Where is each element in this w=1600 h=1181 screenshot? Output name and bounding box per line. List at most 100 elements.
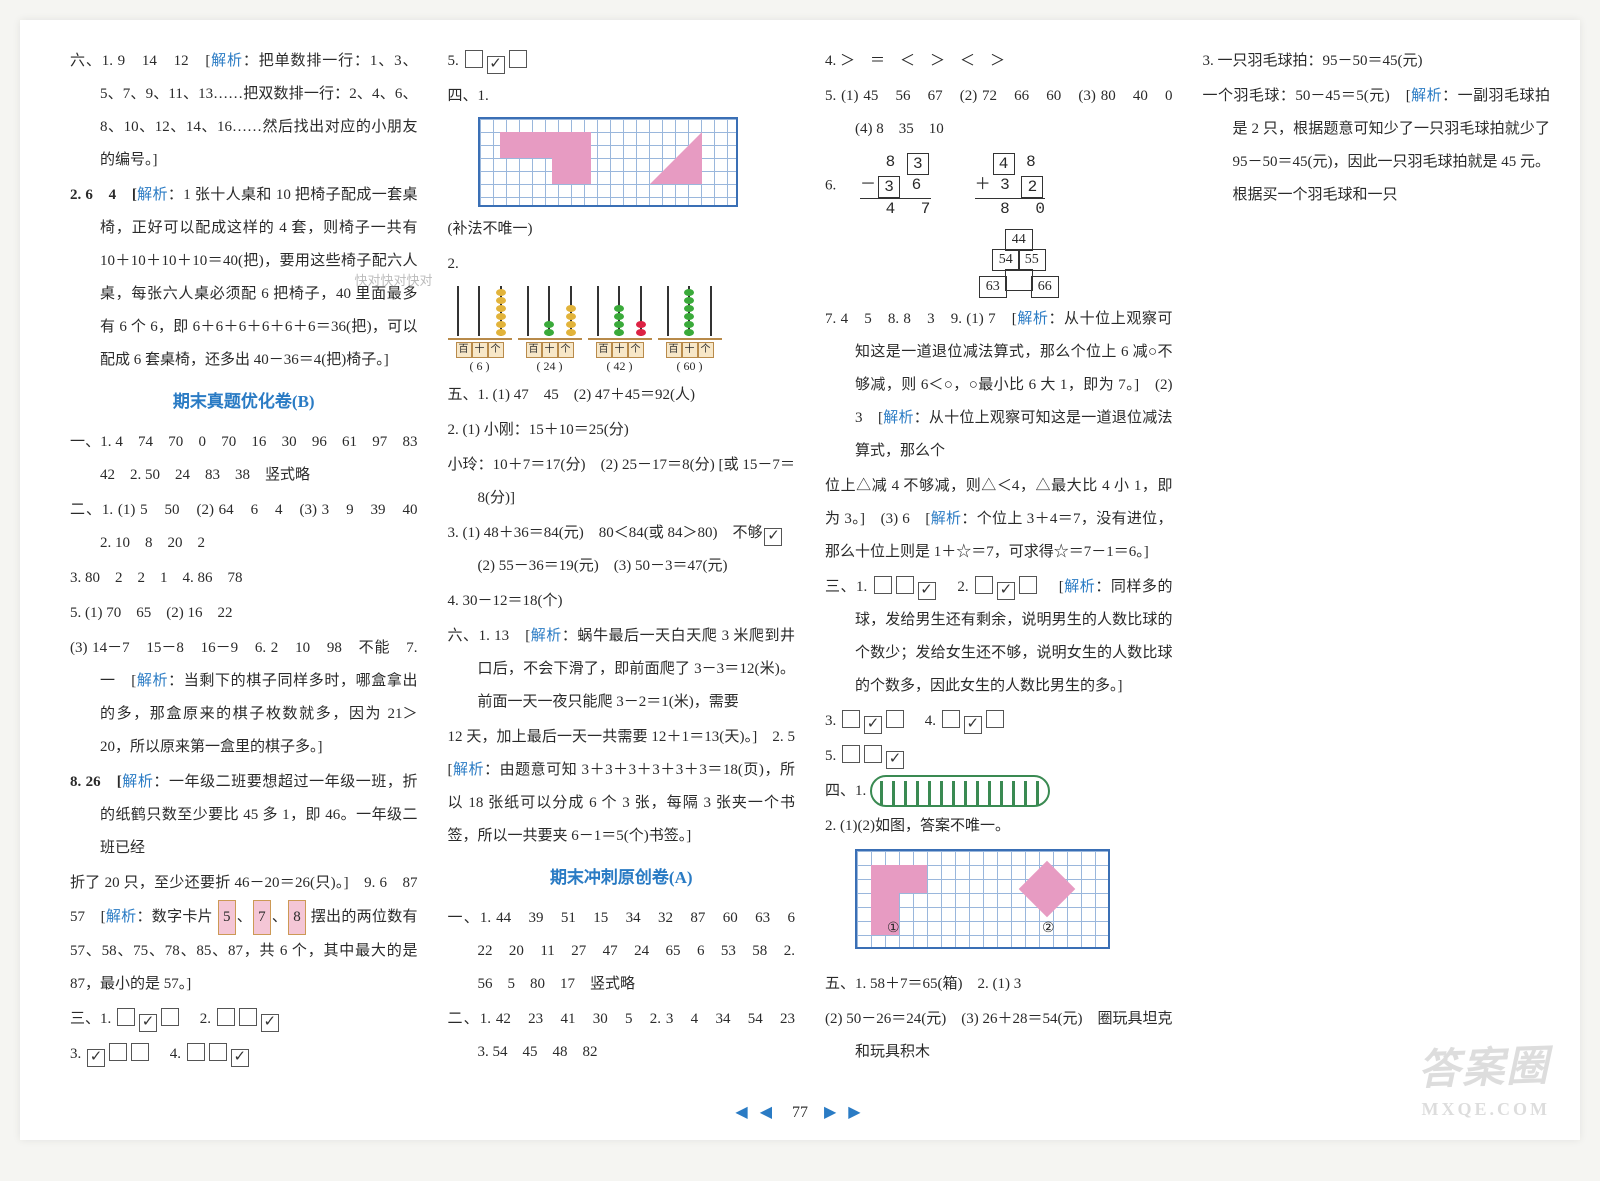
txt: 5.	[448, 53, 463, 69]
jiexi-label: 解析	[1411, 88, 1442, 104]
c2-5-3: 3. (1) 48＋36＝84(元) 80＜84(或 84＞80) 不够 (2)…	[448, 517, 796, 583]
checkbox	[239, 1008, 257, 1026]
pcell: 55	[1018, 249, 1046, 271]
c2-s3b: 3. 4.	[70, 1038, 418, 1071]
card-5: 5	[218, 900, 236, 935]
c2-5-2b: 小玲：10＋7＝17(分) (2) 25－17＝8(分) [或 15－7＝8(分…	[448, 449, 796, 515]
c3-cont: 12 天，加上最后一天一共需要 12＋1＝13(天)。] 2. 5 [解析：由题…	[448, 721, 796, 853]
vertical-math-2: 4 8 ＋ 3 2 8 0	[975, 152, 1046, 220]
txt: ：从十位上观察可知这是一道退位减法算式，那么个位上 6 减○不够减，则 6＜○，…	[855, 311, 1173, 426]
c2-s4-2: 2.	[448, 248, 796, 281]
content-columns: 六、1. 9 14 12 [解析：把单数排一行：1、3、5、7、9、11、13……	[70, 45, 1550, 1085]
txt: ：把单数排一行：1、3、5、7、9、11、13……把双数排一行：2、4、6、8、…	[100, 53, 418, 168]
pcell	[1005, 269, 1033, 291]
pcell: 44	[1005, 229, 1033, 251]
checkbox	[986, 710, 1004, 728]
abacus-label: 十	[542, 342, 558, 358]
c4-5-3b: 一个羽毛球：50－45＝5(元) [解析：一副羽毛球拍是 2 只，根据题意可知少…	[1203, 80, 1551, 212]
pink-rect-2	[552, 158, 591, 184]
checkbox	[842, 745, 860, 763]
txt: 6.	[825, 177, 836, 193]
c4-5-2: (2) 50－26＝24(元) (3) 26＋28＝54(元) 圈玩具坦克和玩具…	[825, 1003, 1173, 1069]
c4-s4-1: 四、1.	[825, 775, 1173, 808]
checkbox	[975, 576, 993, 594]
fig-note: (补法不唯一)	[448, 213, 796, 246]
pink-diamond	[1019, 861, 1076, 918]
c4-s4-2: 2. (1)(2)如图，答案不唯一。	[825, 810, 1173, 843]
abacus-val: ( 24 )	[537, 359, 563, 373]
checkbox-checked	[764, 528, 782, 546]
txt: 8. 26 [	[70, 774, 122, 790]
c3-a2-5: 5. (1) 45 56 67 (2) 72 66 60 (3) 80 40 0…	[825, 80, 1173, 146]
jiexi-label: 解析	[883, 410, 914, 426]
abacus-label: 百	[666, 342, 682, 358]
c3-a1: 一、1. 44 39 51 15 34 32 87 60 63 6 22 20 …	[448, 902, 796, 1001]
checkbox	[1019, 576, 1037, 594]
checkbox-checked	[918, 582, 936, 600]
vertical-math-1: 8 3 －3 6 4 7	[860, 152, 931, 220]
abacus-label: 十	[472, 342, 488, 358]
abacus-label: 百	[596, 342, 612, 358]
txt: 2.	[448, 256, 459, 272]
checkbox	[864, 745, 882, 763]
jiexi-label: 解析	[136, 673, 168, 689]
abacus-label: 个	[558, 342, 574, 358]
c1-b2-1: 二、1. (1) 5 50 (2) 64 6 4 (3) 3 9 39 40 2…	[70, 494, 418, 560]
checkbox	[874, 576, 892, 594]
checkbox-checked	[964, 716, 982, 734]
number-pyramid: 44 5455 6366	[865, 230, 1173, 297]
txt: 四、1.	[448, 88, 489, 104]
txt: 四、1.	[825, 783, 870, 799]
checkbox	[217, 1008, 235, 1026]
card-7: 7	[253, 900, 271, 935]
c2-6-1: 六、1. 13 [解析：蜗牛最后一天白天爬 3 米爬到井口后，不会下滑了，即前面…	[448, 620, 796, 719]
jiexi-label: 解析	[1064, 579, 1096, 595]
c1-b2-5b: (3) 14－7 15－8 16－9 6. 2 10 98 不能 7. 一 [解…	[70, 632, 418, 764]
checkbox-checked	[231, 1049, 249, 1067]
txt: 4.	[155, 1046, 185, 1062]
txt: 3.	[70, 1046, 85, 1062]
pcell: 54	[992, 249, 1020, 271]
c4-s3-1: 三、1. 2. [解析：同样多的球，发给男生还有剩余，说明男生的人数比球的个数少…	[825, 571, 1173, 703]
grid-figure-2: ① ②	[855, 849, 1110, 949]
title-a: 期末冲刺原创卷(A)	[448, 859, 796, 896]
txt: 7. 4 5 8. 8 3 9. (1) 7 [	[825, 311, 1017, 327]
abacus-3: 百十个 ( 42 )	[588, 285, 652, 375]
pink-rect-1	[500, 132, 591, 158]
tally-figure	[870, 775, 1050, 807]
c4-5-3a: 3. 一只羽毛球拍：95－50＝45(元)	[1203, 45, 1551, 78]
watermark-url: MXQE.COM	[1422, 1090, 1550, 1130]
abacus-row: 百十个 ( 6 ) 百十个 ( 24 ) 百十个 ( 42 ) 百十个 ( 60…	[448, 285, 796, 375]
abacus-val: ( 60 )	[677, 359, 703, 373]
checkbox-checked	[139, 1014, 157, 1032]
c2-s3: 三、1. 2.	[70, 1003, 418, 1036]
txt: 三、1.	[70, 1011, 115, 1027]
abacus-1: 百十个 ( 6 )	[448, 285, 512, 375]
jiexi-label: 解析	[930, 511, 961, 527]
checkbox	[942, 710, 960, 728]
c1-6-1: 六、1. 9 14 12 [解析：把单数排一行：1、3、5、7、9、11、13……	[70, 45, 418, 177]
checkbox	[161, 1008, 179, 1026]
txt: 3.	[825, 713, 840, 729]
c3-a2-4: 4. ＞ ＝ ＜ ＞ ＜ ＞	[825, 45, 1173, 78]
pcell: 66	[1031, 276, 1059, 298]
checkbox	[109, 1043, 127, 1061]
checkbox-checked	[886, 751, 904, 769]
jiexi-label: 解析	[453, 762, 485, 778]
txt: ：由题意可知 3＋3＋3＋3＋3＋3＝18(页)，所以 18 张纸可以分成 6 …	[448, 762, 796, 844]
c3-a2-7: 7. 4 5 8. 8 3 9. (1) 7 [ 解析：从十位上观察可知这是一道退…	[825, 303, 1173, 468]
page-number: 77	[792, 1104, 808, 1121]
checkbox	[465, 50, 483, 68]
txt: 5.	[825, 748, 840, 764]
jiexi-label: 解析	[122, 774, 154, 790]
pink-shape-1a	[871, 865, 927, 893]
abacus-4: 百十个 ( 60 )	[658, 285, 722, 375]
c2-s3c: 5.	[448, 45, 796, 78]
checkbox	[187, 1043, 205, 1061]
jiexi-label: 解析	[530, 628, 562, 644]
checkbox	[886, 710, 904, 728]
c1-b2-5: 5. (1) 70 65 (2) 16 22	[70, 597, 418, 630]
abacus-label: 百	[456, 342, 472, 358]
abacus-label: 个	[698, 342, 714, 358]
txt: ：一副羽毛球拍是 2 只，根据题意可知少了一只羽毛球拍就少了 95－50＝45(…	[1233, 88, 1551, 203]
